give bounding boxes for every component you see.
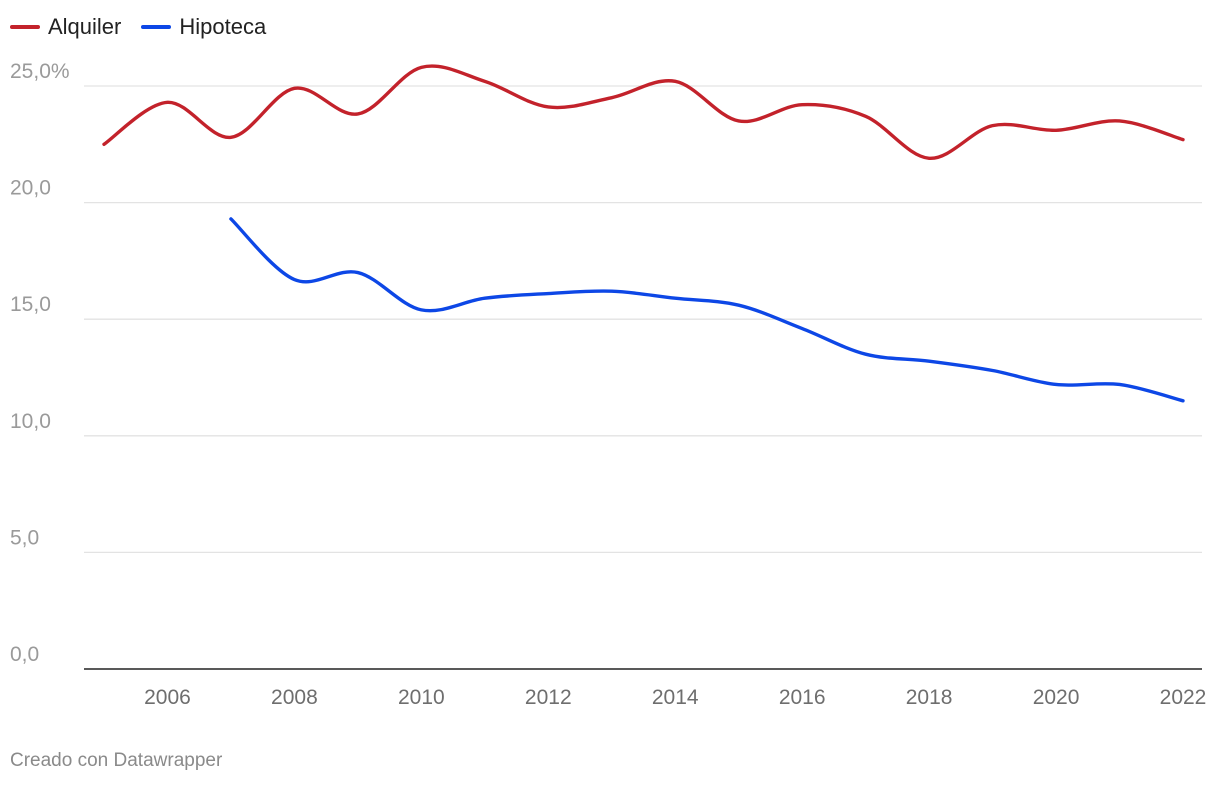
legend-swatch-alquiler [10, 25, 40, 29]
legend-item-alquiler[interactable]: Alquiler [10, 14, 121, 40]
y-axis-tick-labels: 0,0 5,0 10,0 15,0 20,0 25,0% [10, 60, 70, 666]
x-tick-label: 2006 [144, 686, 191, 709]
series-lines [102, 64, 1185, 403]
x-tick-label: 2012 [525, 686, 572, 709]
x-tick-label: 2014 [652, 686, 699, 709]
legend-label-hipoteca: Hipoteca [179, 14, 267, 39]
legend: Alquiler Hipoteca [10, 14, 266, 40]
x-tick-label: 2022 [1160, 686, 1207, 709]
y-tick-label: 25,0% [10, 60, 70, 83]
y-tick-label: 0,0 [10, 643, 39, 666]
series-line-hipoteca [229, 217, 1185, 403]
x-tick-label: 2010 [398, 686, 445, 709]
credit-text[interactable]: Creado con Datawrapper [10, 750, 223, 771]
series-line-alquiler [102, 64, 1185, 160]
legend-swatch-hipoteca [141, 25, 172, 29]
y-tick-label: 15,0 [10, 293, 51, 316]
y-tick-label: 20,0 [10, 177, 51, 200]
x-tick-label: 2018 [906, 686, 953, 709]
y-tick-label: 5,0 [10, 526, 39, 549]
x-tick-label: 2016 [779, 686, 826, 709]
gridlines [84, 85, 1202, 554]
legend-item-hipoteca[interactable]: Hipoteca [141, 14, 266, 40]
x-tick-label: 2020 [1033, 686, 1080, 709]
legend-label-alquiler: Alquiler [48, 14, 122, 39]
y-tick-label: 10,0 [10, 410, 51, 433]
x-tick-label: 2008 [271, 686, 318, 709]
x-axis-tick-labels: 2006 2008 2010 2012 2014 2016 2018 2020 2022 [144, 686, 1206, 709]
